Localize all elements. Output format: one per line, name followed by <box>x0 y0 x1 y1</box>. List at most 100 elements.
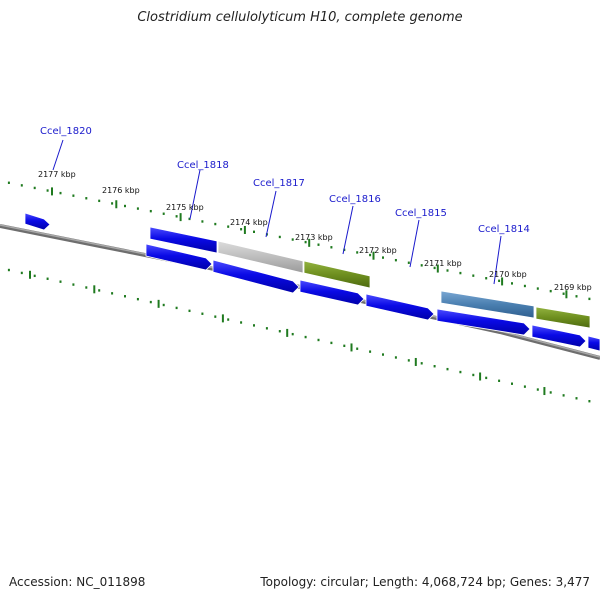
inner-ring-dot <box>420 362 423 365</box>
gene-labels: Ccel_1820 Ccel_1818 Ccel_1817 Ccel_1816 … <box>40 126 530 235</box>
inner-ring-dot <box>98 289 101 292</box>
outer-ring-dot <box>407 261 410 264</box>
outer-ring-dot <box>278 235 281 239</box>
inner-ring-dot <box>72 283 75 286</box>
tick-label-2171: 2171 kbp <box>424 259 462 268</box>
gene-arrow-ccel-1818 <box>149 226 218 254</box>
outer-ring-dot <box>149 209 152 213</box>
gene-track <box>24 212 600 352</box>
outer-ring-dot <box>201 220 204 223</box>
gene-arrow-lower-6 <box>531 324 587 348</box>
pointer-ccel-1815 <box>409 219 420 268</box>
outer-ring-dot <box>394 258 397 262</box>
gene-arrow-ccel-1814 <box>440 290 535 319</box>
inner-ring-dot <box>46 277 49 280</box>
tick-label-2173: 2173 kbp <box>295 233 333 242</box>
inner-ring-dot <box>201 312 204 315</box>
inner-ring-dot <box>149 300 152 304</box>
outer-ring-dot <box>523 284 526 288</box>
outer-ring-dot <box>420 264 423 267</box>
inner-ring-dot <box>291 332 294 336</box>
inner-ring-dot <box>214 315 217 318</box>
inner-ring-dot <box>536 388 539 391</box>
gene-arrow-ccel-1816 <box>303 260 371 289</box>
outer-ring-dot <box>369 253 372 257</box>
outer-ring-dot <box>214 222 217 226</box>
outer-ring-dot <box>72 194 75 197</box>
inner-ring-dot <box>382 353 384 356</box>
outer-ring-dot <box>304 240 307 244</box>
outer-ring-dot <box>330 246 333 249</box>
accession-text: Accession: NC_011898 <box>9 575 146 589</box>
inner-ring-dot <box>511 382 513 385</box>
outer-ring-dot <box>46 189 49 192</box>
outer-ring-dot <box>562 292 565 295</box>
gene-arrow-lower-3 <box>299 279 365 306</box>
pointer-ccel-1820 <box>52 139 64 171</box>
outer-ring-dot <box>20 184 23 187</box>
gene-label-ccel-1817: Ccel_1817 <box>253 178 305 189</box>
inner-ring-dot <box>317 338 320 342</box>
outer-ring-dot <box>446 269 449 272</box>
inner-ring-dot <box>407 359 410 362</box>
figure-title: Clostridium cellulolyticum H10, complete… <box>137 10 463 25</box>
pointer-ccel-1816 <box>342 205 354 255</box>
outer-ring-dot <box>317 243 320 246</box>
outer-ring-dot <box>549 289 552 293</box>
inner-ring-dot <box>369 350 372 353</box>
kbp-tick-labels: 2177 kbp 2176 kbp 2175 kbp 2174 kbp 2173… <box>38 170 592 292</box>
outer-ring-dot <box>253 230 255 233</box>
outer-ring-dot <box>382 256 384 259</box>
outer-ring-dot <box>33 186 36 190</box>
gene-arrow-upper-right <box>535 306 591 329</box>
outer-ring-dot <box>124 204 126 208</box>
outer-ring-dot <box>498 279 501 283</box>
inner-ring-dot <box>498 379 501 382</box>
inner-ring-dot <box>330 341 333 345</box>
outer-ring-dot <box>7 181 10 184</box>
inner-ring-dot <box>523 385 526 388</box>
inner-ring-dot <box>33 274 36 278</box>
outer-ring-dot <box>472 274 475 277</box>
gene-arrow-lower-5 <box>436 308 531 336</box>
outer-ring-dot <box>227 225 230 228</box>
gene-label-ccel-1820: Ccel_1820 <box>40 126 92 137</box>
gene-arrow-lower-2 <box>212 259 300 294</box>
inner-ring-dot <box>136 297 139 301</box>
outer-ring-dot <box>459 271 462 275</box>
gene-arrow-ccel-1817 <box>217 240 304 274</box>
outer-ring-dot <box>291 238 294 241</box>
outer-ring-dot <box>188 217 191 221</box>
inner-ring-dot <box>575 397 578 400</box>
gene-arrow-lower-4 <box>365 293 435 321</box>
inner-ring-dot <box>356 347 359 350</box>
gene-label-ccel-1818: Ccel_1818 <box>177 160 229 171</box>
inner-ring-dot <box>7 268 10 272</box>
inner-ring-dot <box>227 318 230 321</box>
outer-ring-dot <box>240 228 243 231</box>
tick-label-2169: 2169 kbp <box>554 283 592 292</box>
inner-ring-dot <box>265 327 268 330</box>
outer-tick-ring <box>7 181 591 301</box>
inner-ring-dot <box>588 400 591 403</box>
inner-ring-dot <box>446 367 449 371</box>
outer-ring-dot <box>175 215 178 218</box>
outer-ring-dot <box>162 212 165 215</box>
outer-ring-dot <box>98 199 101 203</box>
inner-ring-dot <box>278 330 281 333</box>
genome-stats-text: Topology: circular; Length: 4,068,724 bp… <box>260 575 590 589</box>
inner-ring-dot <box>485 376 488 380</box>
inner-ring-dot <box>240 321 243 324</box>
inner-ring-dot <box>124 295 126 298</box>
tick-label-2174: 2174 kbp <box>230 218 268 227</box>
gene-pointer-lines <box>52 139 502 285</box>
gene-label-ccel-1815: Ccel_1815 <box>395 208 447 219</box>
tick-label-2176: 2176 kbp <box>102 186 140 195</box>
tick-label-2170: 2170 kbp <box>489 270 527 279</box>
outer-ring-dot <box>575 295 578 298</box>
inner-ring-dot <box>20 271 23 275</box>
outer-ring-dot <box>485 277 488 280</box>
inner-ring-dot <box>162 303 165 307</box>
